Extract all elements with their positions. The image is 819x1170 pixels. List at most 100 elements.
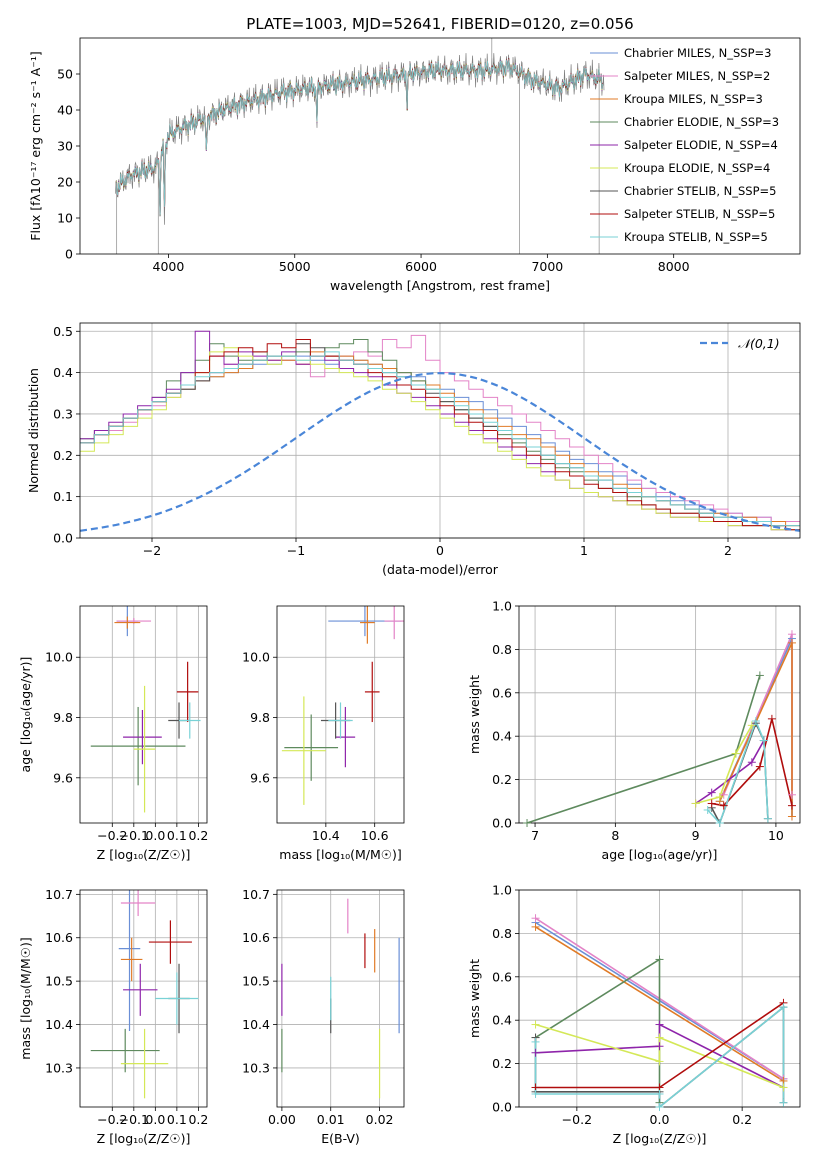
gaussian-curve (80, 371, 800, 532)
y-tick-label: 0.0 (492, 816, 512, 831)
legend-label: Chabrier ELODIE, N_SSP=3 (624, 115, 779, 129)
legend-label: Salpeter MILES, N_SSP=2 (624, 69, 770, 83)
axes-frame (276, 889, 405, 1108)
legend-label: Kroupa STELIB, N_SSP=5 (624, 230, 768, 244)
y-tick-label: 0.4 (492, 729, 512, 744)
plot-area-mass_Z (90, 890, 199, 1099)
y-tick-label: 1.0 (492, 883, 512, 898)
y-tick-label: 0.3 (53, 406, 73, 421)
plot-area-age_Z (90, 606, 201, 813)
y-tick-label: 9.6 (250, 770, 270, 785)
panel-mass-ebv: 0.00 0.01 0.02 10.3 10.4 10.5 10.6 10.7 E(B-V) (242, 887, 405, 1146)
y-tick-label: 10.3 (45, 1060, 73, 1075)
x-tick-label: 0.2 (188, 828, 208, 843)
x-tick-label: −0.2 (97, 1112, 127, 1127)
plot-area-spectrum (115, 38, 605, 254)
y-tick-label: 0.1 (53, 489, 73, 504)
x-tick-label: −0.1 (119, 1112, 149, 1127)
legend-label: Salpeter STELIB, N_SSP=5 (624, 207, 775, 221)
histogram-kroupa-elodie (80, 347, 800, 531)
x-axis-label: age [log₁₀(age/yr)] (602, 847, 718, 862)
x-tick-label: 5000 (279, 259, 311, 274)
y-axis-label: Normed distribution (26, 368, 41, 493)
x-tick-label: 9 (692, 828, 700, 843)
axes-frame (79, 37, 801, 255)
x-tick-label: 10 (768, 828, 784, 843)
legend-label: Kroupa MILES, N_SSP=3 (624, 92, 763, 106)
y-axis-label: age [log₁₀(age/yr)] (18, 657, 33, 773)
y-tick-label: 10.3 (242, 1060, 270, 1075)
x-tick-label: −1 (287, 543, 305, 558)
y-tick-label: 9.6 (53, 770, 73, 785)
y-tick-label: 10.7 (45, 887, 73, 902)
x-axis-label: Z [log₁₀(Z/Z☉)] (97, 1131, 191, 1146)
y-tick-label: 10.0 (45, 650, 73, 665)
axes-frame (518, 605, 801, 824)
axes-frame (79, 605, 208, 824)
y-tick-label: 0.8 (492, 642, 512, 657)
y-tick-label: 0.0 (53, 531, 73, 546)
y-tick-label: 0.4 (492, 1013, 512, 1028)
x-tick-label: 7000 (531, 259, 563, 274)
y-tick-label: 10.5 (45, 974, 73, 989)
y-tick-label: 9.8 (53, 710, 73, 725)
y-tick-label: 0.2 (492, 772, 512, 787)
y-tick-label: 10 (57, 211, 73, 226)
y-tick-label: 9.8 (250, 710, 270, 725)
legend-label: Chabrier MILES, N_SSP=3 (624, 46, 771, 60)
weight-line-salpeter-elodie (695, 740, 765, 805)
y-tick-label: 0.5 (53, 324, 73, 339)
x-tick-label: 0.00 (268, 1112, 296, 1127)
panel-age-z: −0.2−0.10.0 0.1 0.2 9.6 9.8 10.0 Z [log₁₀(Z/Z☉… (18, 605, 208, 862)
x-tick-label: 10.6 (361, 828, 389, 843)
x-tick-label: 1 (580, 543, 588, 558)
x-tick-label: 10.4 (312, 828, 340, 843)
x-tick-label: 0.0 (145, 828, 165, 843)
x-tick-label: 0 (436, 543, 444, 558)
histogram-chabrier-miles (80, 355, 800, 527)
x-tick-label: 0.02 (366, 1112, 394, 1127)
x-tick-label: −0.2 (97, 828, 127, 843)
x-axis-label: (data-model)/error (382, 562, 499, 577)
y-tick-label: 0.6 (492, 969, 512, 984)
x-axis-label: E(B-V) (321, 1131, 360, 1146)
y-tick-label: 10.5 (242, 974, 270, 989)
y-tick-label: 10.4 (45, 1017, 73, 1032)
y-tick-label: 0.4 (53, 365, 73, 380)
histogram-chabrier-stelib (80, 343, 800, 527)
x-tick-label: 6000 (405, 259, 437, 274)
plot-area-age_mass (281, 606, 404, 805)
panel-residuals: −2 −1 0 1 2 0.0 0.1 0.2 0.3 0.4 0.5 (data-model)/er… (26, 322, 801, 577)
x-tick-label: 0.0 (145, 1112, 165, 1127)
panel-weight-z: −0.2 0.0 0.2 0.0 0.2 0.4 0.6 0.8 1.0 Z [log₁₀(Z/Z… (467, 883, 801, 1146)
histogram-salpeter-stelib (80, 339, 800, 531)
x-tick-label: −2 (143, 543, 161, 558)
x-tick-label: 2 (724, 543, 732, 558)
panel-weight-age: 7 8 9 10 0.0 0.2 0.4 0.6 0.8 1.0 age [log₁₀(age/yr… (467, 599, 801, 862)
plot-area-mass_ebv (281, 898, 400, 1099)
weight-line-chabrier-elodie (526, 675, 761, 823)
y-tick-label: 0 (65, 247, 73, 262)
y-tick-label: 0.2 (492, 1056, 512, 1071)
y-axis-label: mass [log₁₀(M/M☉)] (18, 937, 33, 1059)
model-spectrum-kroupa-stelib (115, 59, 604, 215)
histogram-salpeter-miles (80, 334, 800, 527)
y-tick-label: 10.0 (242, 650, 270, 665)
x-tick-label: −0.1 (119, 828, 149, 843)
y-tick-label: 1.0 (492, 599, 512, 614)
x-axis-label: Z [log₁₀(Z/Z☉)] (97, 847, 191, 862)
x-axis-label: wavelength [Angstrom, rest frame] (330, 278, 550, 293)
y-tick-label: 20 (57, 175, 73, 190)
weight-line-kroupa-elodie (695, 725, 753, 805)
legend-label: Salpeter ELODIE, N_SSP=4 (624, 138, 778, 152)
panel-mass-z: −0.2−0.10.0 0.1 0.2 10.3 10.4 10.5 10.6 10.7 Z [… (18, 887, 208, 1146)
y-tick-label: 0.6 (492, 685, 512, 700)
y-tick-label: 10.4 (242, 1017, 270, 1032)
y-axis-label: mass weight (467, 959, 482, 1038)
y-tick-label: 40 (57, 103, 73, 118)
y-tick-label: 0.0 (492, 1100, 512, 1115)
x-tick-label: 4000 (153, 259, 185, 274)
x-tick-label: 0.01 (317, 1112, 345, 1127)
y-axis-label: Flux [fλ10⁻¹⁷ erg cm⁻² s⁻¹ A⁻¹] (28, 51, 43, 240)
